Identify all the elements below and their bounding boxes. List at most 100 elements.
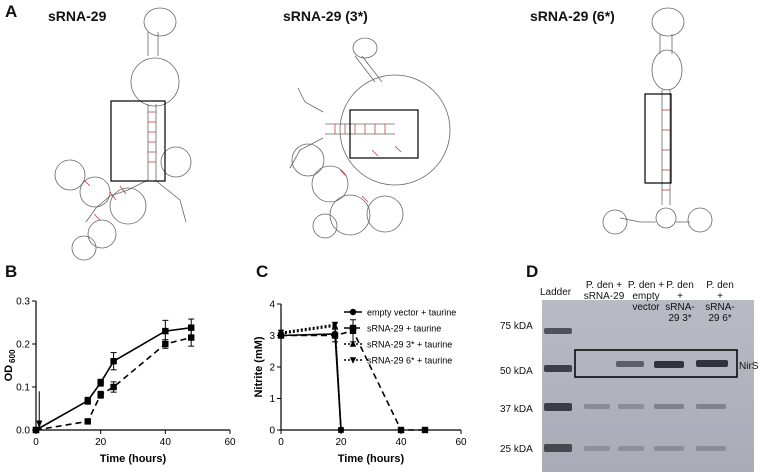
lane-label-1: P. den + sRNA-29	[583, 280, 625, 302]
nirs-box	[574, 349, 738, 378]
panel-letter-d: D	[526, 262, 539, 281]
western-blot	[542, 300, 754, 472]
data-point	[84, 397, 91, 404]
faint-band	[618, 446, 644, 451]
marker-50: 50 kDA	[500, 366, 533, 377]
structure-title-1: sRNA-29	[48, 8, 107, 24]
rna-structure-3	[602, 7, 713, 235]
band-lane-4	[696, 360, 728, 367]
series-1	[277, 330, 345, 434]
marker-75: 75 kDA	[500, 321, 533, 332]
x-tick-label: 20	[95, 437, 107, 448]
series-line	[280, 333, 342, 431]
data-point	[349, 340, 357, 347]
lane-label-4: P. den + sRNA- 29 6*	[705, 280, 735, 324]
y-tick-label: 2	[269, 363, 275, 374]
marker-25: 25 kDA	[500, 444, 533, 455]
series-2	[32, 328, 195, 434]
series-line	[35, 326, 192, 431]
faint-band	[696, 446, 726, 451]
chart-b: 0 20 40 60 0.0 0.1 0.2 0.3 Time (hours) OD600	[3, 297, 236, 466]
panel-letter-a: A	[5, 2, 18, 21]
legend: empty vector + taurine sRNA-29 + taurine s…	[344, 308, 456, 366]
x-tick-label: 40	[160, 437, 172, 448]
ladder-band-25	[544, 444, 572, 452]
x-tick-label: 60	[455, 437, 467, 448]
y-tick-label: 1	[269, 394, 275, 405]
data-point	[188, 324, 195, 331]
lane-label-3: P. den + sRNA- 29 3*	[665, 280, 695, 324]
x-tick-label: 40	[395, 437, 407, 448]
y-tick-label: 0	[269, 426, 275, 437]
data-point	[421, 426, 429, 434]
ladder-band-50	[544, 365, 572, 372]
series-1	[32, 318, 195, 434]
data-point	[110, 383, 117, 391]
lane-label-2: P. den + empty vector	[627, 280, 665, 313]
highlight-box-3	[644, 93, 672, 184]
x-axis-label: Time (hours)	[100, 453, 167, 465]
legend-label: sRNA-29 + taurine	[367, 324, 441, 334]
data-point	[110, 358, 117, 365]
data-point	[331, 321, 339, 329]
data-point	[32, 426, 40, 434]
rna-structures	[54, 7, 713, 261]
marker-37: 37 kDA	[500, 404, 533, 415]
series-3	[277, 322, 345, 433]
gel-background	[542, 300, 754, 472]
legend-label: empty vector + taurine	[367, 308, 456, 318]
band-lane-3	[654, 361, 684, 368]
faint-band	[618, 404, 644, 409]
x-tick-label: 0	[278, 437, 284, 448]
data-point	[97, 391, 104, 398]
ladder-label: Ladder	[540, 287, 572, 298]
data-point	[162, 340, 169, 348]
y-tick-label: 4	[269, 300, 275, 311]
rna-structure-1	[54, 7, 192, 261]
structure-title-3: sRNA-29 (6*)	[530, 8, 615, 24]
data-point	[97, 379, 104, 386]
series-4	[277, 321, 345, 434]
panel-letter-b: B	[5, 262, 18, 281]
x-axis-label: Time (hours)	[338, 453, 405, 465]
y-tick-label: 3	[269, 331, 275, 342]
y-axis-label: OD600	[3, 349, 17, 381]
data-point	[188, 334, 195, 341]
chart-c: 0 20 40 60 0 1 2 3 4 Time (hours) Nitrite (mM) empt…	[253, 300, 467, 466]
legend-label: sRNA-29 3* + taurine	[367, 340, 452, 350]
faint-band	[654, 404, 684, 409]
highlight-box-2	[349, 109, 419, 159]
x-tick-label: 0	[33, 437, 39, 448]
y-tick-label: 0.2	[16, 340, 30, 351]
nirs-label: NirS	[739, 361, 759, 372]
series-2	[277, 319, 429, 434]
y-tick-label: 0.3	[16, 297, 30, 308]
rna-structure-2	[289, 37, 451, 239]
data-point	[162, 327, 169, 335]
faint-band	[584, 446, 610, 451]
ladder-band-37	[544, 403, 572, 411]
band-lane-2	[616, 361, 644, 367]
structure-title-2: sRNA-29 (3*)	[283, 8, 368, 24]
faint-band	[696, 404, 726, 409]
x-tick-label: 20	[335, 437, 347, 448]
series-line	[35, 336, 192, 431]
data-point	[337, 427, 345, 434]
highlight-box-1	[110, 100, 166, 182]
induction-arrow-head	[36, 420, 43, 429]
data-point	[349, 308, 357, 316]
y-axis-label: Nitrite (mM)	[253, 336, 265, 397]
data-point	[84, 418, 91, 425]
y-tick-label: 0.0	[16, 426, 30, 437]
legend-label: sRNA-29 6* + taurine	[367, 356, 452, 366]
ladder-band-75	[544, 328, 572, 334]
data-point	[349, 324, 357, 332]
data-point	[397, 426, 405, 434]
faint-band	[654, 446, 684, 451]
data-point	[277, 329, 285, 337]
x-tick-label: 60	[224, 437, 236, 448]
data-point	[349, 357, 357, 364]
series-line	[280, 323, 342, 431]
panel-letter-c: C	[256, 262, 269, 281]
